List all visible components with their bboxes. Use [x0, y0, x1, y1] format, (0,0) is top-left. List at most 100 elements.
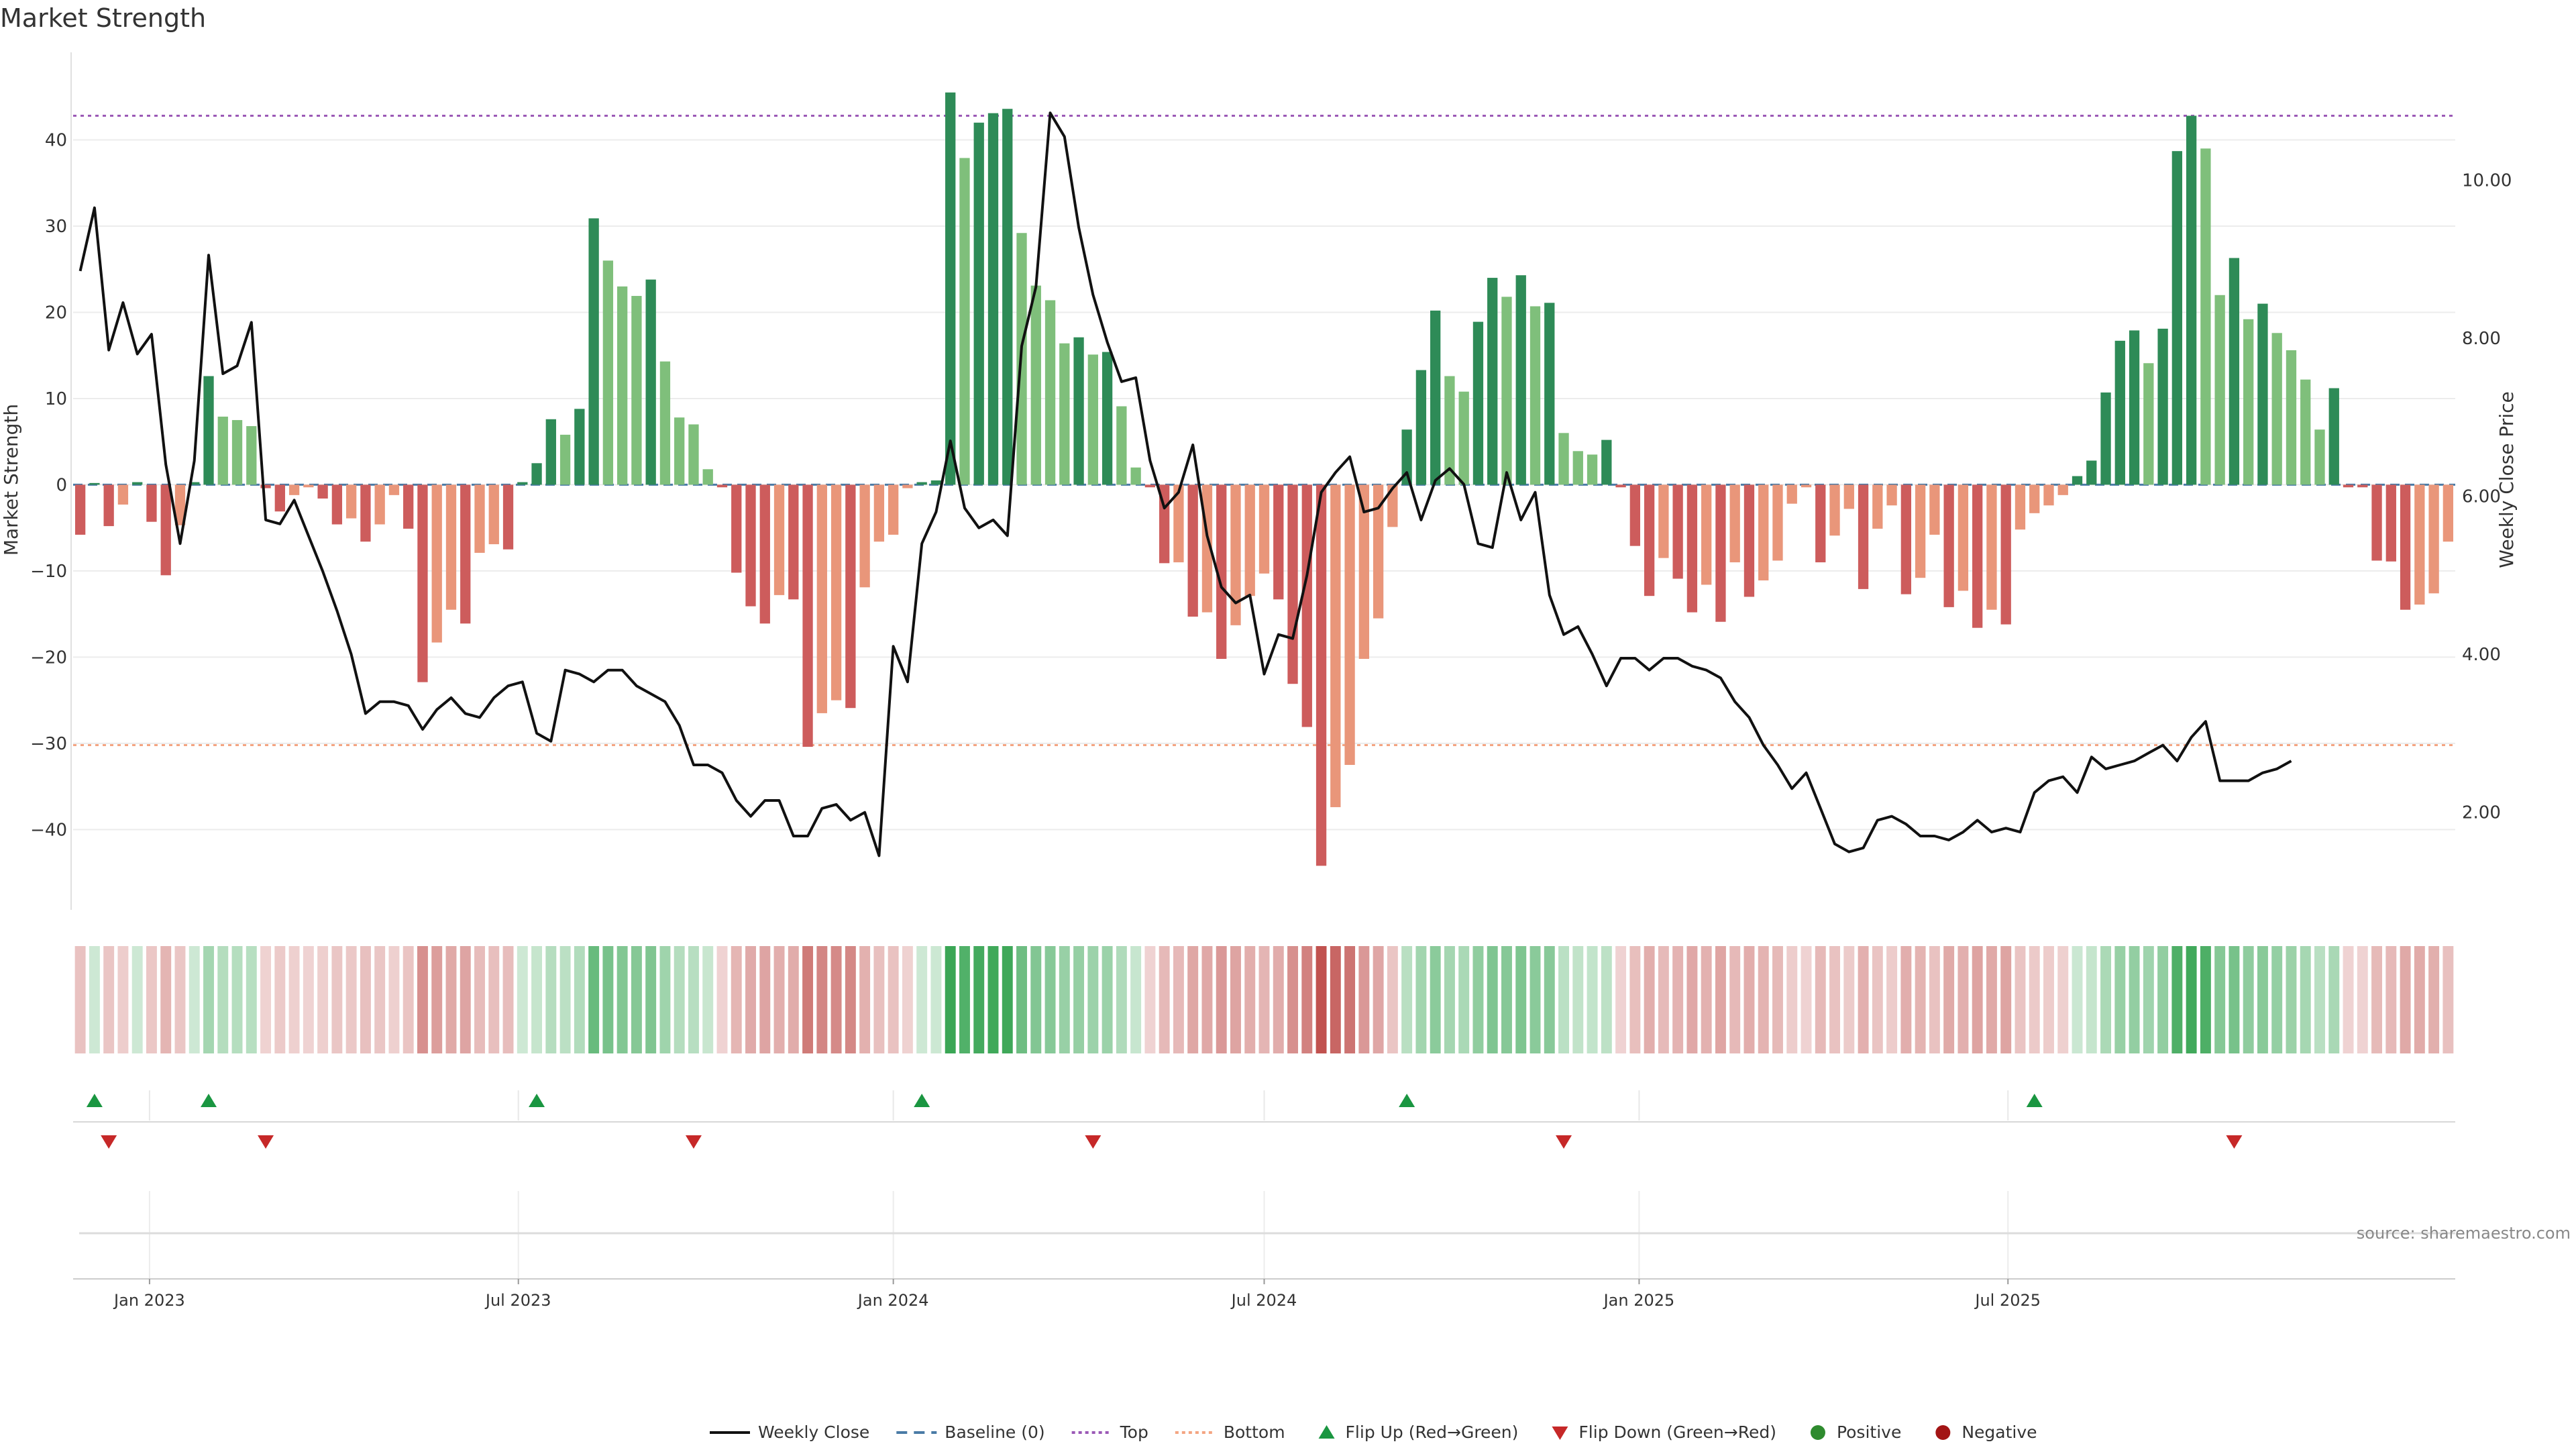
heatmap-cell [374, 946, 386, 1053]
strength-bar [217, 416, 228, 485]
strength-bar [1273, 484, 1284, 600]
legend-label: Negative [1962, 1422, 2037, 1442]
heatmap-cell [2371, 946, 2383, 1053]
heatmap-cell [445, 946, 457, 1053]
strength-bar [1344, 484, 1355, 765]
heatmap-cell [2229, 946, 2240, 1053]
heatmap-cell [745, 946, 756, 1053]
strength-bar [1629, 484, 1641, 546]
strength-bar [731, 484, 742, 573]
y-left-tick-label: −10 [30, 562, 67, 582]
heatmap-cell [816, 946, 828, 1053]
heatmap-cell [859, 946, 871, 1053]
strength-bar [930, 480, 942, 485]
heatmap-cell [2428, 946, 2440, 1053]
strength-bar [1444, 376, 1455, 485]
strength-bar [274, 484, 285, 512]
heatmap-cell [2300, 946, 2311, 1053]
strength-bar [1858, 484, 1869, 589]
strength-bar [2243, 319, 2254, 485]
legend-label: Positive [1837, 1422, 1901, 1442]
heatmap-cell [1801, 946, 1812, 1053]
legend-label: Top [1120, 1422, 1148, 1442]
strength-bar [160, 484, 171, 576]
strength-bar [246, 426, 257, 485]
heatmap-cell [1187, 946, 1199, 1053]
heatmap-cell [2343, 946, 2354, 1053]
heatmap-cell [1472, 946, 1484, 1053]
heatmap-cell [902, 946, 913, 1053]
legend-item: Negative [1935, 1422, 2037, 1442]
legend: Weekly Close Baseline (0) Top Bottom Flip Up… [710, 1422, 2037, 1442]
flip-up-marker [1399, 1094, 1415, 1107]
heatmap-cell [987, 946, 999, 1053]
strength-bar [1458, 391, 1469, 485]
heatmap-cell [2043, 946, 2054, 1053]
strength-bar [1587, 454, 1598, 485]
strength-bar [260, 484, 271, 488]
strength-bar [574, 409, 585, 485]
legend-swatch-triangle-up [1318, 1425, 1335, 1439]
heatmap-cell [531, 946, 543, 1053]
x-tick-label: Jan 2025 [1603, 1291, 1675, 1310]
strength-bar [1743, 484, 1755, 597]
strength-bar [2015, 484, 2026, 530]
heatmap-cell [1116, 946, 1127, 1053]
heatmap-cell [1515, 946, 1527, 1053]
heatmap-cell [2114, 946, 2126, 1053]
reference-lines [73, 115, 2455, 746]
y-left-tick-label: −20 [30, 647, 67, 668]
strength-bar [1843, 484, 1854, 509]
heatmap-cell [845, 946, 856, 1053]
strength-bar [2271, 333, 2282, 485]
heatmap-cell [1829, 946, 1840, 1053]
heatmap-cell [2186, 946, 2197, 1053]
strength-bar [1387, 484, 1398, 527]
heatmap-cell [702, 946, 714, 1053]
strength-bar [1615, 484, 1626, 488]
y-right-tick-label: 4.00 [2462, 645, 2501, 665]
legend-swatch-triangle-down [1552, 1427, 1568, 1440]
strength-bar [773, 484, 785, 595]
strength-bar [2428, 484, 2439, 594]
heatmap-cell [616, 946, 628, 1053]
heatmap-cell [1686, 946, 1698, 1053]
heatmap-cell [1729, 946, 1741, 1053]
strength-bar [959, 158, 970, 485]
heatmap-cell [1144, 946, 1156, 1053]
heatmap-cell [2015, 946, 2026, 1053]
strength-bar [2400, 484, 2411, 610]
strength-bar [1886, 484, 1897, 506]
legend-swatch-circle [1935, 1425, 1951, 1440]
x-tick-label: Jul 2024 [1230, 1291, 1297, 1310]
strength-bar [1472, 321, 1484, 485]
heatmap-cell [131, 946, 143, 1053]
strength-bar [1515, 275, 1526, 485]
strength-bar [2371, 484, 2382, 561]
heatmap-cell [1915, 946, 1926, 1053]
strength-bar [2414, 484, 2425, 605]
strength-bar [1786, 484, 1797, 504]
heatmap-cell [1701, 946, 1712, 1053]
strength-bar [231, 420, 243, 485]
grid-layer [70, 52, 2455, 910]
heatmap-cell [1743, 946, 1755, 1053]
flip-up-marker [201, 1094, 217, 1107]
heatmap-cell [303, 946, 314, 1053]
x-tick-label: Jul 2023 [484, 1291, 551, 1310]
strength-bar [1373, 484, 1384, 619]
heatmap-cell [1501, 946, 1512, 1053]
strength-bar [1073, 337, 1084, 485]
strength-bar [460, 484, 471, 624]
heatmap-cell [217, 946, 229, 1053]
heatmap-cell [288, 946, 300, 1053]
strength-bar [1501, 297, 1512, 485]
heatmap-cell [1886, 946, 1898, 1053]
heatmap-cell [916, 946, 928, 1053]
flip-up-marker [914, 1094, 930, 1107]
strength-bar [645, 279, 656, 485]
heatmap-cell [517, 946, 528, 1053]
strength-bar [2300, 379, 2311, 485]
heatmap-cell [1786, 946, 1798, 1053]
